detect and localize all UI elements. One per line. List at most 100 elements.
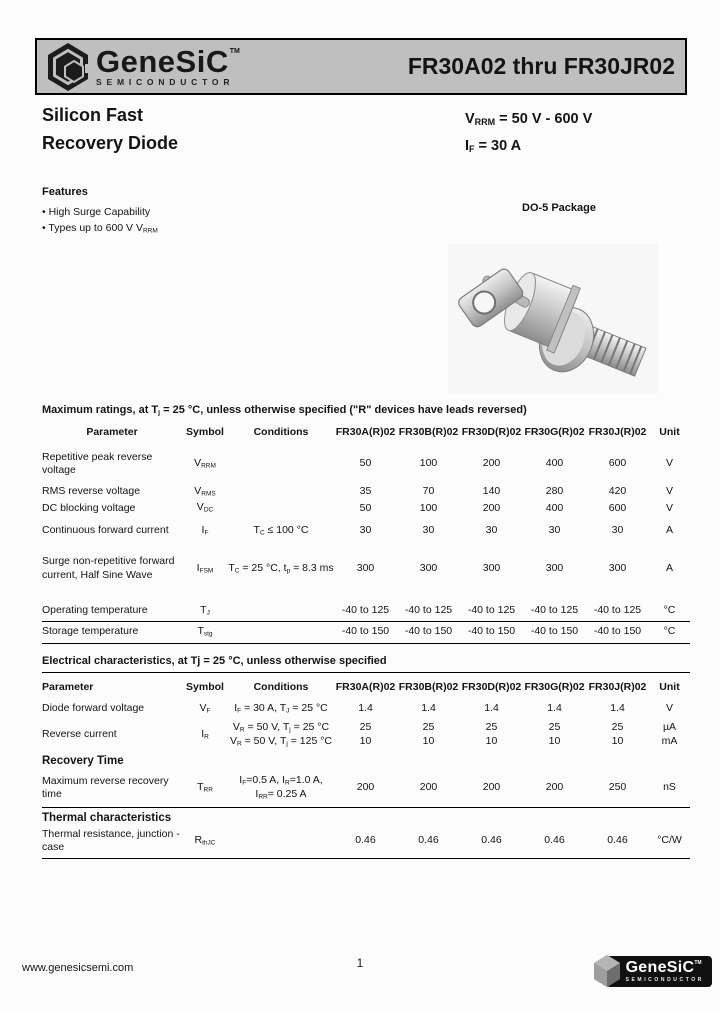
trademark-mark: TM [229,48,240,56]
product-title-line1: Silicon Fast [42,105,144,125]
value-cell: 100 [419,457,438,470]
symbol-cell: VF [199,701,211,715]
value-cell: 0.46 [607,834,628,847]
maximum-ratings-table: Maximum ratings, at Tj = 25 °C, unless o… [42,404,690,644]
product-title-line2: Recovery Diode [42,132,179,153]
value-cell: 50 [359,457,372,470]
electrical-characteristics-table: Electrical characteristics, at Tj = 25 °… [42,655,690,859]
diode-illustration [448,244,658,394]
value-cell: 30 [359,524,372,537]
column-header: Symbol [186,680,224,693]
column-header: Unit [659,680,680,693]
value-cell: 10 [611,734,624,747]
unit-cell: nS [663,781,676,794]
value-cell: 10 [485,734,498,747]
symbol-cell: Tstg [197,625,213,638]
symbol-cell: VRRM [194,457,216,470]
electrical-rows: Parameter Symbol Conditions FR30A(R)02 FR30B… [42,681,690,859]
table-subline: 0.46 0.46 0.46 0.46 0.46 °C/W [228,834,690,847]
parameter-cell: Thermal resistance, junction - case [42,827,180,853]
symbol-cell: TJ [200,603,210,616]
column-header: FR30J(R)02 [588,680,647,693]
symbol-cell: IFSM [196,561,214,575]
value-cell: 10 [548,734,561,747]
header-bar: GeneSiC TM SEMICONDUCTOR FR30A02 thru FR… [35,38,687,95]
value-cell: 25 [485,721,498,734]
brand-tagline: SEMICONDUCTOR [96,77,235,88]
conditions-cell: TC = 25 °C, tp = 8.3 ms [228,561,334,575]
column-header: Parameter [42,680,94,693]
table-row: Thermal resistance, junction - case RthJC… [42,828,690,859]
table-subline: VR = 50 V, Tj = 125 °C 10 10 10 10 10 mA [228,735,690,749]
value-cell: -40 to 125 [530,603,579,616]
spec-if: IF = 30 A [465,137,522,154]
value-cell: -40 to 150 [530,625,579,638]
unit-cell: °C/W [657,834,682,847]
unit-cell: V [665,457,673,470]
value-cell: 0.46 [481,834,502,847]
table-row: Repetitive peak reverse voltage VRRM 50 100… [42,451,690,477]
row-lines: VR = 50 V, Tj = 25 °C 25 25 25 25 25 µA VR = 50… [228,721,690,748]
value-cell: 200 [356,781,375,794]
value-cell: 250 [608,781,627,794]
table-subline: -40 to 150 -40 to 150 -40 to 150 -40 to 150… [228,625,690,638]
table-row: Storage temperature Tstg -40 to 150 -40 to … [42,625,690,644]
unit-cell: V [665,501,673,514]
row-lines: IF = 30 A, TJ = 25 °C 1.4 1.4 1.4 1.4 1.4 V [228,702,690,716]
value-cell: 200 [482,781,501,794]
unit-cell: V [665,701,673,714]
value-cell: -40 to 125 [404,603,453,616]
parameter-cell: Diode forward voltage [42,701,145,714]
column-header: Symbol [186,425,224,438]
row-lines: IF=0.5 A, IR=1.0 A, IRR= 0.25 A 200 200 200 2… [228,774,690,801]
column-header: FR30G(R)02 [524,680,585,693]
table-subline: TC ≤ 100 °C 30 30 30 30 30 A [228,524,690,538]
brand-name: GeneSiC [96,44,229,80]
column-header: Conditions [253,425,309,438]
parameter-cell: Continuous forward current [42,524,169,537]
table-subline: 35 70 140 280 420 V [228,485,690,498]
value-cell: 280 [545,485,564,498]
value-cell: -40 to 150 [341,625,390,638]
section-heading: Recovery Time [42,755,124,768]
genesic-cube-icon [593,955,620,987]
value-cell: -40 to 150 [593,625,642,638]
product-title: Silicon Fast Recovery Diode [42,102,178,158]
table-header-row: Parameter Symbol Conditions FR30A(R)02 FR30B… [42,426,690,439]
column-header: FR30B(R)02 [398,680,459,693]
max-ratings-title: Maximum ratings, at Tj = 25 °C, unless o… [42,404,527,417]
value-cell: 30 [548,524,561,537]
value-cell: 25 [611,721,624,734]
page-number: 1 [356,958,364,970]
value-cell: 30 [611,524,624,537]
value-cell: -40 to 150 [467,625,516,638]
footer-brand-tagline: SEMICONDUCTOR [625,976,704,983]
column-header: FR30B(R)02 [398,425,459,438]
unit-cell: A [665,524,673,537]
symbol-cell: VRMS [194,484,216,498]
feature-item: • High Surge Capability [42,205,151,218]
value-cell: 140 [482,485,501,498]
parameter-cell: Operating temperature [42,603,148,616]
column-header: FR30J(R)02 [588,425,647,438]
table-subline: IF = 30 A, TJ = 25 °C 1.4 1.4 1.4 1.4 1.4 V [228,702,690,716]
value-cell: 70 [422,485,435,498]
value-cell: -40 to 150 [404,625,453,638]
footer-logo-box: GeneSiC TM SEMICONDUCTOR [605,955,712,987]
features-heading: Features [42,186,88,198]
column-header: FR30A(R)02 [335,425,396,438]
symbol-cell: TRR [197,781,213,794]
value-cell: 600 [608,501,627,514]
value-cell: 0.46 [544,834,565,847]
electrical-title: Electrical characteristics, at Tj = 25 °… [42,655,690,673]
value-cell: 10 [359,734,372,747]
row-lines: -40 to 150 -40 to 150 -40 to 150 -40 to 150… [228,625,690,638]
unit-cell: µA [662,721,677,734]
value-cell: 300 [482,561,501,574]
table-row: Continuous forward current IF TC ≤ 100 °C 3… [42,524,690,538]
table-row: Maximum reverse recovery time TRR IF=0.5 A… [42,774,690,801]
table-subline: VR = 50 V, Tj = 25 °C 25 25 25 25 25 µA [228,721,690,735]
parameter-cell: Maximum reverse recovery time [42,774,169,800]
symbol-cell: RthJC [194,833,216,847]
